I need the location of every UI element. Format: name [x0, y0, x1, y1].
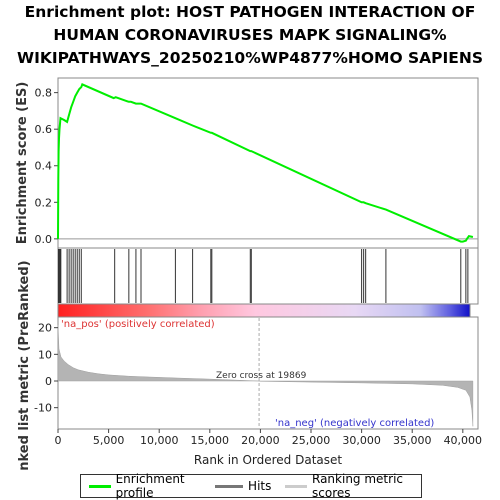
legend-enrichment-label: Enrichment profile: [115, 472, 185, 500]
x-tick-label: 10,000: [140, 434, 179, 447]
x-tick-label: 15,000: [191, 434, 230, 447]
x-axis: 0 5,000 10,000 15,000 20,000 25,000 30,000 35,0…: [55, 429, 483, 447]
hits-panel: [57, 247, 479, 305]
legend: Enrichment profile Hits Ranking metric s…: [80, 472, 422, 500]
metric-y-axis-label: Ranked list metric (PreRanked): [17, 260, 32, 470]
hits-panel-frame: [57, 247, 479, 305]
neg-correlated-label: 'na_neg' (negatively correlated): [275, 418, 434, 429]
es-y-tick-label: 0.8: [35, 87, 53, 100]
x-tick-label: 5,000: [93, 434, 125, 447]
legend-hits-swatch: [215, 484, 244, 488]
metric-panel: 20 10 0 -10 'na_pos' (positively correlated…: [17, 260, 479, 470]
metric-y-tick-label: 20: [38, 322, 52, 335]
x-axis-label: Rank in Ordered Dataset: [194, 453, 342, 467]
metric-panel-frame: [57, 316, 479, 430]
metric-y-tick-label: 0: [45, 375, 52, 388]
es-y-axis-label: Enrichment score (ES): [15, 82, 30, 245]
legend-ranking-metric: Ranking metric scores: [285, 472, 415, 500]
es-y-axis: 0.0 0.2 0.4 0.6 0.8: [35, 87, 58, 246]
enrichment-chart: 0.0 0.2 0.4 0.6 0.8 Enrichment score (ES) 20…: [15, 77, 483, 470]
metric-y-tick-label: -10: [34, 402, 52, 415]
metric-y-axis: 20 10 0 -10: [34, 322, 58, 415]
es-y-tick-label: 0.4: [35, 160, 53, 173]
es-panel: 0.0 0.2 0.4 0.6 0.8 Enrichment score (ES): [15, 77, 479, 249]
legend-ranking-label: Ranking metric scores: [312, 472, 403, 500]
x-tick-label: 35,000: [393, 434, 432, 447]
es-y-tick-label: 0.6: [35, 123, 53, 136]
x-tick-label: 40,000: [444, 434, 483, 447]
x-tick-label: 20,000: [241, 434, 280, 447]
legend-enrichment-swatch: [89, 484, 111, 488]
chart-title-line-2: HUMAN CORONAVIRUSES MAPK SIGNALING%: [53, 26, 447, 44]
zero-cross-label: Zero cross at 19869: [216, 371, 307, 381]
legend-enrichment-profile: Enrichment profile: [89, 472, 201, 500]
legend-hits-label: Hits: [248, 479, 272, 493]
hit-lines: [58, 249, 469, 303]
x-tick-label: 25,000: [292, 434, 331, 447]
legend-hits: Hits: [215, 479, 271, 493]
chart-title-line-1: Enrichment plot: HOST PATHOGEN INTERACTI…: [24, 3, 476, 21]
legend-ranking-swatch: [285, 484, 307, 488]
x-tick-label: 30,000: [342, 434, 381, 447]
ranking-metric-area: [57, 324, 474, 427]
es-y-tick-label: 0.0: [35, 233, 53, 246]
es-y-tick-label: 0.2: [35, 196, 53, 209]
enrichment-profile-line: [57, 83, 474, 243]
rank-color-bar: [57, 303, 471, 318]
chart-title-line-3: WIKIPATHWAYS_20250210%WP4877%HOMO SAPIEN…: [16, 49, 484, 67]
x-tick-label: 0: [55, 434, 62, 447]
pos-correlated-label: 'na_pos' (positively correlated): [61, 319, 215, 330]
metric-y-tick-label: 10: [38, 348, 52, 361]
